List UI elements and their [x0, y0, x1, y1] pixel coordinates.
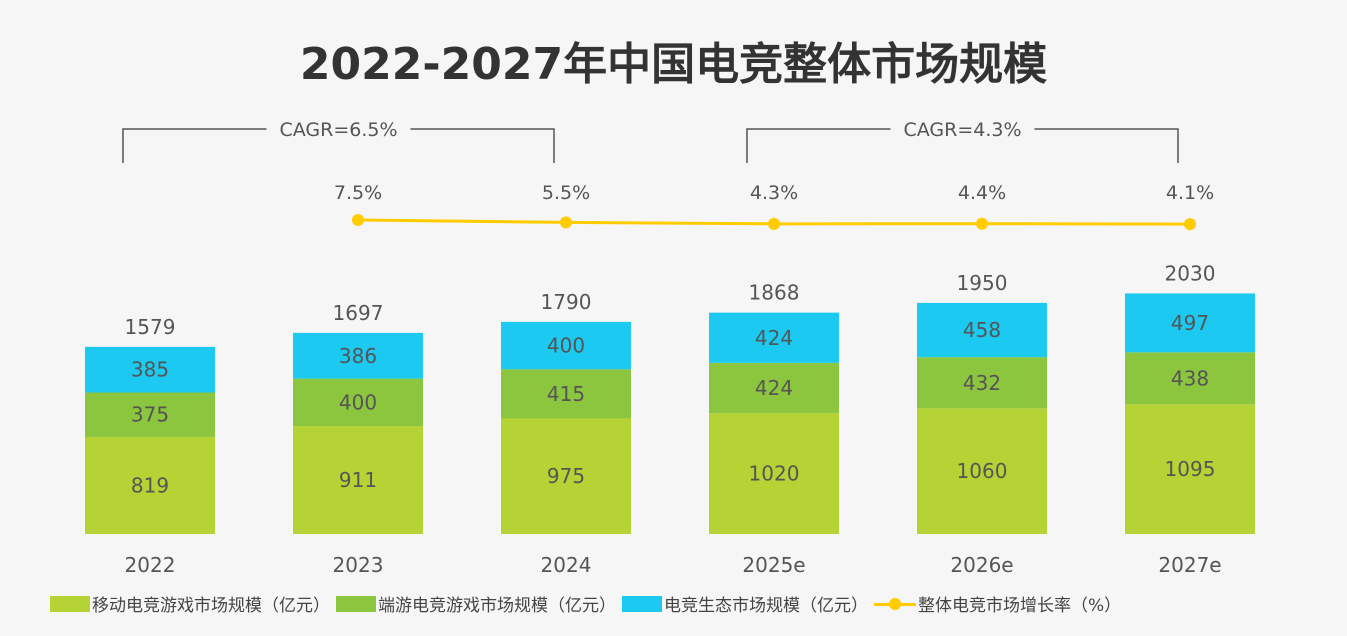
- bar-value-label: 385: [131, 358, 169, 382]
- legend-swatch: [336, 595, 376, 612]
- legend-label: 整体电竞市场增长率（%）: [918, 596, 1122, 616]
- bar-segment: [85, 436, 215, 534]
- bar-segment: [1125, 293, 1255, 353]
- bar-total-label: 1579: [125, 315, 176, 339]
- bar-total-label: 1950: [957, 271, 1008, 295]
- cagr-bracket-right: [410, 128, 555, 163]
- legend-item-pc: 端游电竞游戏市场规模（亿元）: [336, 591, 616, 616]
- growth-point: [976, 217, 988, 230]
- legend-item-mobile: 移动电竞游戏市场规模（亿元）: [50, 591, 330, 616]
- legend-item-ecosystem: 电竞生态市场规模（亿元）: [622, 591, 868, 616]
- bar-segment: [85, 346, 215, 393]
- x-tick-label: 2022: [125, 553, 176, 577]
- bar-total-label: 2030: [1165, 261, 1216, 285]
- bar-value-label: 1020: [749, 462, 800, 486]
- x-tick-label: 2023: [333, 553, 384, 577]
- legend-line-swatch: [874, 596, 916, 612]
- bar-total-label: 1790: [541, 290, 592, 314]
- cagr-label: CAGR=6.5%: [279, 119, 397, 141]
- bar-segment: [501, 369, 631, 419]
- x-tick-label: 2026e: [950, 553, 1013, 577]
- bar-value-label: 386: [339, 344, 377, 368]
- x-tick-label: 2024: [541, 553, 592, 577]
- growth-label: 5.5%: [542, 182, 590, 204]
- legend-swatch: [50, 595, 90, 612]
- bar-value-label: 375: [131, 403, 169, 427]
- cagr-bracket-left: [122, 128, 267, 163]
- legend-label: 移动电竞游戏市场规模（亿元）: [92, 596, 330, 616]
- growth-label: 4.4%: [958, 182, 1006, 204]
- bar-value-label: 1095: [1165, 457, 1216, 481]
- legend: 移动电竞游戏市场规模（亿元） 端游电竞游戏市场规模（亿元） 电竞生态市场规模（亿…: [50, 591, 1127, 616]
- bar-segment: [293, 378, 423, 427]
- bar-value-label: 424: [755, 326, 793, 350]
- growth-point: [560, 216, 572, 229]
- bar-segment: [501, 321, 631, 370]
- bar-value-label: 400: [547, 334, 585, 358]
- cagr-bracket-right: [1034, 128, 1179, 163]
- bar-segment: [709, 312, 839, 363]
- chart-title: 2022-2027年中国电竞整体市场规模: [299, 39, 1048, 90]
- legend-label: 电竞生态市场规模（亿元）: [664, 596, 868, 616]
- bar-segment: [1125, 352, 1255, 405]
- bar-segment: [501, 418, 631, 534]
- bar-value-label: 819: [131, 473, 169, 497]
- bar-total-label: 1697: [333, 301, 384, 325]
- bar-segment: [917, 302, 1047, 358]
- bar-segment: [709, 362, 839, 414]
- growth-point: [768, 217, 780, 230]
- bar-segment: [85, 392, 215, 437]
- growth-label: 7.5%: [334, 182, 382, 204]
- bar-value-label: 497: [1171, 311, 1209, 335]
- legend-item-growth: 整体电竞市场增长率（%）: [874, 591, 1121, 616]
- growth-label: 4.1%: [1166, 182, 1214, 204]
- bar-segment: [293, 426, 423, 534]
- bar-segment: [709, 413, 839, 534]
- legend-label: 端游电竞游戏市场规模（亿元）: [378, 596, 616, 616]
- bar-total-label: 1868: [749, 281, 800, 305]
- growth-point: [1184, 218, 1196, 231]
- legend-swatch: [622, 595, 662, 612]
- bar-segment: [293, 332, 423, 379]
- cagr-bracket-left: [746, 128, 891, 163]
- growth-point: [352, 214, 364, 226]
- bar-value-label: 424: [755, 376, 793, 400]
- cagr-label: CAGR=4.3%: [903, 119, 1021, 141]
- bar-value-label: 400: [339, 390, 377, 414]
- bar-value-label: 1060: [957, 459, 1008, 483]
- bar-value-label: 432: [963, 371, 1001, 395]
- bar-value-label: 458: [963, 318, 1001, 342]
- bar-value-label: 415: [547, 382, 585, 406]
- bar-value-label: 975: [547, 464, 585, 488]
- bar-segment: [917, 357, 1047, 409]
- bar-segment: [917, 408, 1047, 534]
- bar-segment: [1125, 404, 1255, 534]
- x-tick-label: 2025e: [742, 553, 805, 577]
- x-tick-label: 2027e: [1158, 553, 1221, 577]
- bar-value-label: 438: [1171, 366, 1209, 390]
- bar-value-label: 911: [339, 468, 377, 492]
- growth-label: 4.3%: [750, 182, 798, 204]
